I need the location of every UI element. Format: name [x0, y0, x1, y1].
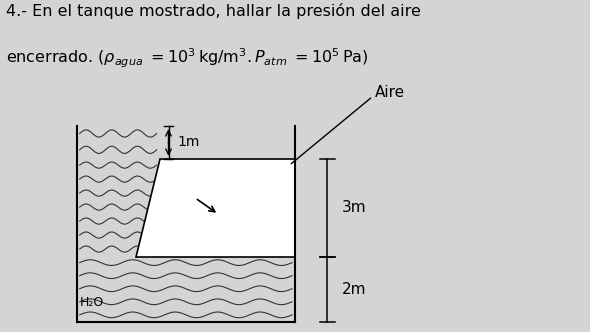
Text: H₂O: H₂O — [80, 296, 104, 309]
Polygon shape — [136, 159, 295, 257]
Text: Aire: Aire — [375, 85, 405, 101]
Text: 1m: 1m — [178, 135, 200, 149]
Text: 3m: 3m — [342, 200, 367, 215]
Text: 2m: 2m — [342, 282, 367, 297]
Text: 4.- En el tanque mostrado, hallar la presión del aire: 4.- En el tanque mostrado, hallar la pre… — [6, 3, 421, 19]
Text: encerrado. ($\rho_{agua}\ =10^3\,\mathrm{kg/m^3.}P_{atm}\ =10^5\,\mathrm{Pa}$): encerrado. ($\rho_{agua}\ =10^3\,\mathrm… — [6, 46, 368, 70]
